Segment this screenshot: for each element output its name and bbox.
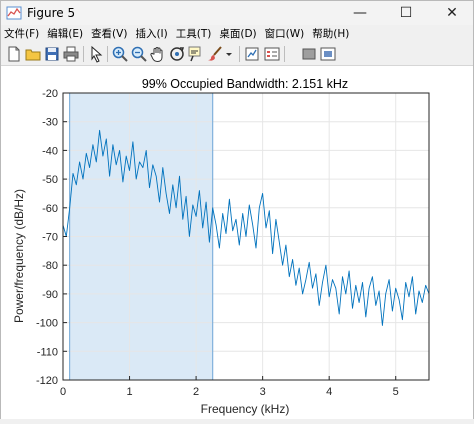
psd-plot[interactable]: 99% Occupied Bandwidth: 2.151 kHz 0 1 2 3 4 5… xyxy=(1,66,473,419)
brush-icon[interactable] xyxy=(206,45,224,63)
window-title: Figure 5 xyxy=(27,6,76,20)
y-tick-label: -70 xyxy=(42,232,58,244)
show-plot-tools-icon[interactable] xyxy=(319,45,337,63)
open-file-icon[interactable] xyxy=(24,45,42,63)
insert-legend-icon[interactable] xyxy=(263,45,281,63)
menu-edit[interactable]: 编辑(E) xyxy=(47,28,84,40)
y-tick-label: -90 xyxy=(42,289,58,301)
y-tick-label: -100 xyxy=(36,318,58,330)
menu-view[interactable]: 查看(V) xyxy=(91,28,128,40)
toolbar-separator xyxy=(239,46,240,62)
chart-title: 99% Occupied Bandwidth: 2.151 kHz xyxy=(142,77,348,91)
title-bar[interactable]: Figure 5 — ☐ ✕ xyxy=(1,1,473,25)
matlab-figure-icon xyxy=(6,6,22,20)
rotate-3d-icon[interactable] xyxy=(168,45,186,63)
y-tick-label: -40 xyxy=(42,145,58,157)
x-tick-label: 1 xyxy=(126,386,132,398)
toolbar-separator xyxy=(284,46,285,62)
y-tick-label: -60 xyxy=(42,203,58,215)
y-tick-label: -20 xyxy=(42,88,58,100)
close-icon: ✕ xyxy=(446,5,458,21)
save-icon[interactable] xyxy=(43,45,61,63)
brush-dropdown-icon[interactable] xyxy=(224,45,234,63)
psd-series-line xyxy=(62,129,430,326)
y-tick-label: -80 xyxy=(42,260,58,272)
maximize-button[interactable]: ☐ xyxy=(383,1,429,25)
data-cursor-icon[interactable] xyxy=(187,45,205,63)
zoom-out-icon[interactable] xyxy=(130,45,148,63)
print-icon[interactable] xyxy=(62,45,80,63)
hide-plot-tools-icon[interactable] xyxy=(300,45,318,63)
zoom-in-icon[interactable] xyxy=(111,45,129,63)
maximize-icon: ☐ xyxy=(399,5,413,21)
x-tick-label: 5 xyxy=(393,386,399,398)
menu-insert[interactable]: 插入(I) xyxy=(135,28,168,40)
close-button[interactable]: ✕ xyxy=(429,1,474,25)
menu-window[interactable]: 窗口(W) xyxy=(264,28,305,40)
new-figure-icon[interactable] xyxy=(5,45,23,63)
x-tick-label: 0 xyxy=(60,386,66,398)
y-tick-label: -50 xyxy=(42,174,58,186)
y-tick-label: -30 xyxy=(42,117,58,129)
toolbar-separator xyxy=(83,46,84,62)
y-tick-label: -120 xyxy=(36,375,58,387)
select-arrow-icon[interactable] xyxy=(87,45,105,63)
menu-help[interactable]: 帮助(H) xyxy=(312,28,350,40)
x-tick-label: 2 xyxy=(193,386,199,398)
menu-tools[interactable]: 工具(T) xyxy=(175,28,212,40)
menu-bar: 文件(F) 编辑(E) 查看(V) 插入(I) 工具(T) 桌面(D) 窗口(W… xyxy=(1,25,473,42)
pan-hand-icon[interactable] xyxy=(149,45,167,63)
menu-desktop[interactable]: 桌面(D) xyxy=(219,28,257,40)
x-axis-label: Frequency (kHz) xyxy=(201,402,290,416)
minimize-icon: — xyxy=(353,5,367,21)
y-axis-label: Power/frequency (dB/Hz) xyxy=(12,189,26,323)
toolbar-separator xyxy=(107,46,108,62)
x-tick-label: 3 xyxy=(260,386,266,398)
figure-canvas[interactable]: 99% Occupied Bandwidth: 2.151 kHz 0 1 2 3 4 5… xyxy=(1,66,473,419)
minimize-button[interactable]: — xyxy=(337,1,383,25)
figure-toolbar xyxy=(1,42,473,66)
link-plot-icon[interactable] xyxy=(243,45,261,63)
menu-file[interactable]: 文件(F) xyxy=(4,28,40,40)
y-tick-label: -110 xyxy=(37,346,58,358)
x-tick-label: 4 xyxy=(326,386,332,398)
